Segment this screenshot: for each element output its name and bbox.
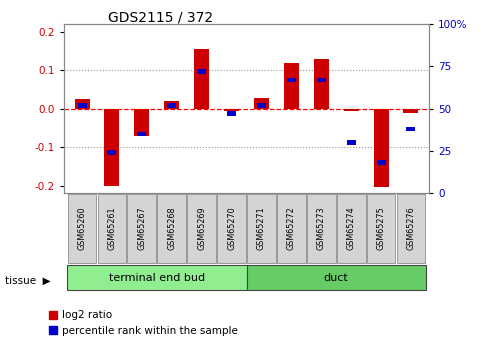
FancyBboxPatch shape (98, 194, 126, 263)
Bar (317, 78, 326, 82)
Text: GSM65268: GSM65268 (167, 207, 176, 250)
Bar (407, 127, 416, 131)
Bar (287, 78, 296, 82)
Bar (138, 132, 146, 136)
Text: GSM65261: GSM65261 (107, 207, 116, 250)
Text: duct: duct (324, 273, 349, 283)
Bar (167, 103, 176, 108)
Bar (105, 109, 119, 186)
Bar (164, 101, 179, 109)
Bar (314, 59, 329, 109)
Legend: log2 ratio, percentile rank within the sample: log2 ratio, percentile rank within the s… (45, 306, 243, 340)
Bar (344, 109, 358, 111)
FancyBboxPatch shape (307, 194, 336, 263)
Text: GDS2115 / 372: GDS2115 / 372 (108, 10, 213, 24)
FancyBboxPatch shape (277, 194, 306, 263)
Bar (254, 98, 269, 109)
Bar (74, 99, 90, 109)
Bar (224, 109, 239, 111)
Text: GSM65269: GSM65269 (197, 207, 206, 250)
Text: GSM65276: GSM65276 (406, 207, 416, 250)
Text: GSM65273: GSM65273 (317, 207, 326, 250)
Text: GSM65272: GSM65272 (287, 207, 296, 250)
Text: tissue  ▶: tissue ▶ (5, 276, 51, 286)
Bar (403, 109, 419, 112)
Bar (374, 109, 388, 187)
FancyBboxPatch shape (246, 265, 426, 290)
Bar (107, 150, 116, 155)
Text: GSM65260: GSM65260 (77, 207, 87, 250)
Text: GSM65274: GSM65274 (347, 207, 355, 250)
FancyBboxPatch shape (157, 194, 186, 263)
Text: GSM65275: GSM65275 (377, 207, 386, 250)
Text: GSM65271: GSM65271 (257, 207, 266, 250)
FancyBboxPatch shape (367, 194, 395, 263)
Bar (347, 140, 355, 145)
FancyBboxPatch shape (217, 194, 246, 263)
FancyBboxPatch shape (128, 194, 156, 263)
Bar (135, 109, 149, 136)
FancyBboxPatch shape (68, 194, 97, 263)
FancyBboxPatch shape (67, 265, 246, 290)
FancyBboxPatch shape (337, 194, 365, 263)
Text: GSM65270: GSM65270 (227, 207, 236, 250)
Bar (284, 62, 299, 109)
Bar (77, 103, 86, 108)
Bar (194, 49, 209, 109)
Bar (197, 69, 206, 74)
Bar (227, 111, 236, 116)
FancyBboxPatch shape (396, 194, 425, 263)
FancyBboxPatch shape (187, 194, 216, 263)
Bar (257, 103, 266, 108)
Bar (377, 160, 386, 165)
Text: terminal end bud: terminal end bud (109, 273, 205, 283)
Text: GSM65267: GSM65267 (138, 207, 146, 250)
FancyBboxPatch shape (247, 194, 276, 263)
